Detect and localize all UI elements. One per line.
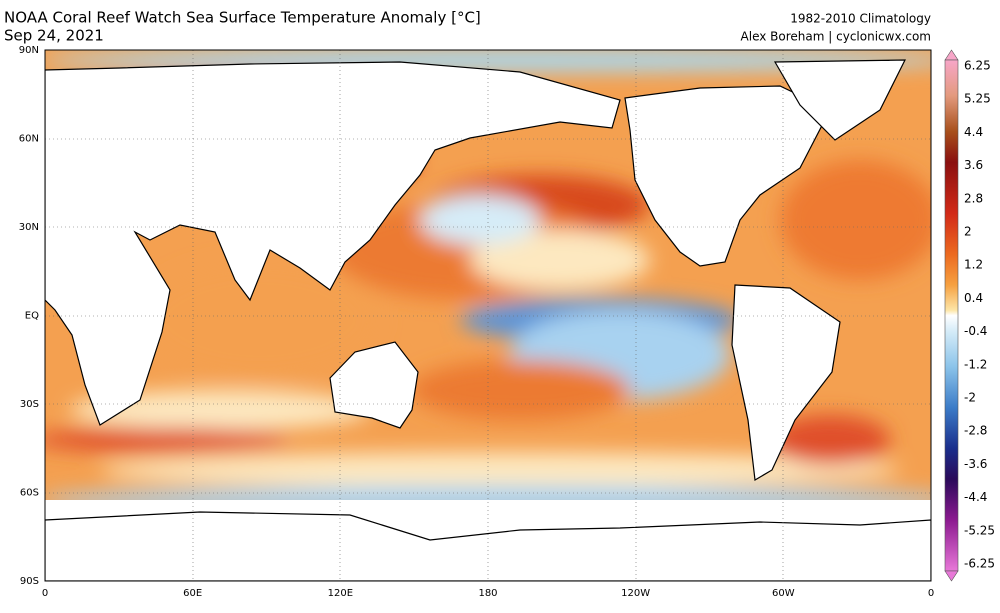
south-america [731, 284, 841, 481]
colorbar-label: -2.8 [964, 424, 987, 438]
lat-label: 30S [20, 399, 39, 410]
lon-label: 120W [621, 588, 650, 599]
colorbar-label: 1.2 [964, 258, 983, 272]
lon-label: 60W [772, 588, 795, 599]
lon-label: 0 [42, 588, 48, 599]
greenland [773, 59, 906, 141]
lon-label: 120E [328, 588, 353, 599]
colorbar-label: -2 [964, 391, 976, 405]
colorbar-label: 6.25 [964, 59, 991, 73]
lon-label: 180 [478, 588, 497, 599]
lat-label: 30N [19, 222, 39, 233]
eurasia-africa [45, 61, 621, 426]
lat-label: 90S [20, 576, 39, 587]
credit: Alex Boreham | cyclonicwx.com [741, 30, 931, 44]
colorbar-label: 2 [964, 225, 972, 239]
colorbar-label: 3.6 [964, 158, 983, 172]
date: Sep 24, 2021 [4, 27, 104, 45]
colorbar-label: -6.25 [964, 557, 995, 571]
graticule [45, 50, 931, 581]
colorbar-label: -3.6 [964, 457, 987, 471]
lat-label: 60S [20, 488, 39, 499]
colorbar-label: 2.8 [964, 191, 983, 205]
map-frame [44, 49, 932, 582]
lat-label: 60N [19, 134, 39, 145]
colorbar-label: 4.4 [964, 125, 983, 139]
colorbar-label: 0.4 [964, 291, 983, 305]
lat-label: 90N [19, 45, 39, 56]
colorbar-label: 5.25 [964, 92, 991, 106]
australia [329, 341, 419, 429]
colorbar-label: -4.4 [964, 490, 987, 504]
colorbar-label: -5.25 [964, 523, 995, 537]
lon-label: 60E [183, 588, 202, 599]
lat-label: EQ [25, 311, 39, 322]
colorbar-label: -0.4 [964, 324, 987, 338]
climatology: 1982-2010 Climatology [790, 12, 931, 26]
north-america [624, 85, 831, 267]
colorbar [944, 49, 959, 582]
map [45, 50, 931, 581]
title: NOAA Coral Reef Watch Sea Surface Temper… [4, 9, 481, 27]
lon-label: 0 [928, 588, 934, 599]
colorbar-label: -1.2 [964, 357, 987, 371]
